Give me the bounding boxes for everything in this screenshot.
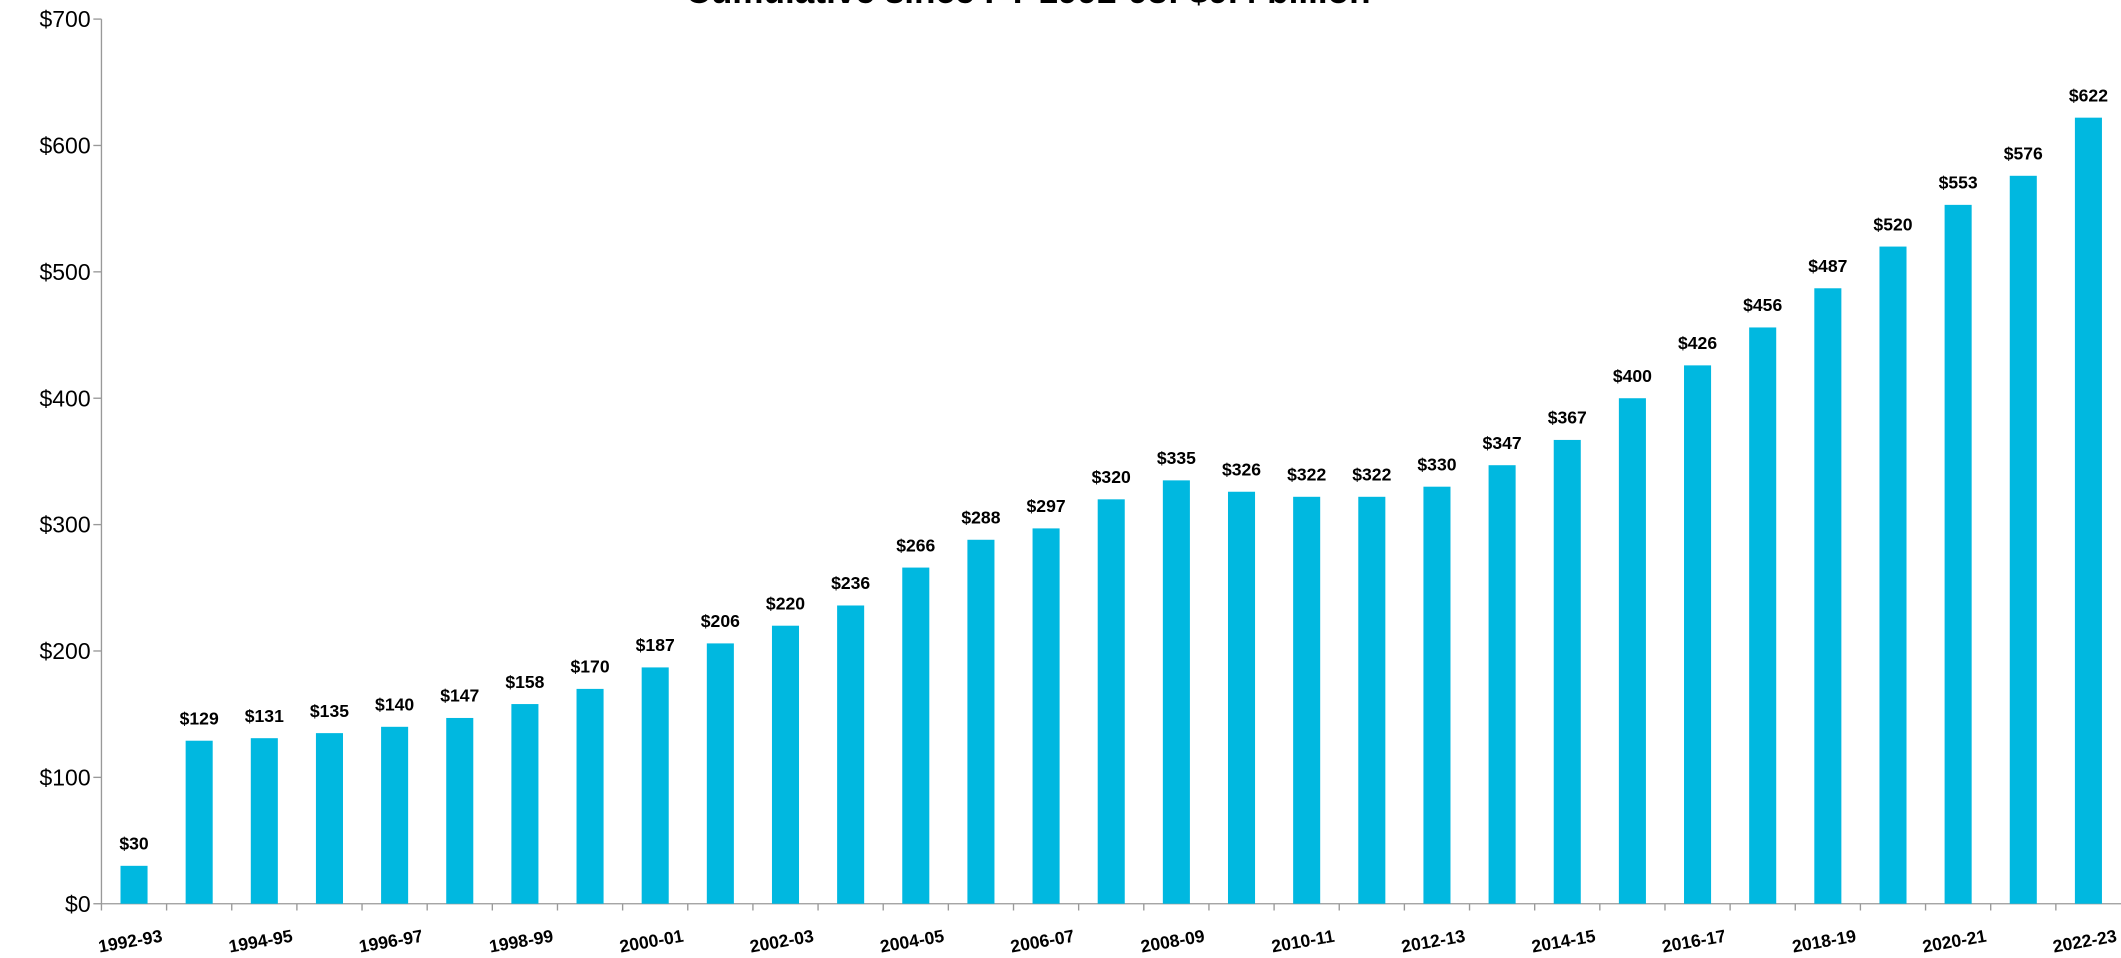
value-label: $236 [831,573,870,593]
value-label: $140 [375,695,414,715]
value-label: $320 [1092,467,1131,487]
x-tick-label: 2004-05 [879,926,946,957]
x-tick-label: 2014-15 [1530,926,1597,957]
y-tick-label: $400 [39,385,90,411]
value-label: $135 [310,701,349,721]
value-label: $326 [1222,460,1261,480]
value-label: $266 [896,535,935,555]
value-label: $553 [1939,173,1978,193]
value-label: $426 [1678,333,1717,353]
bar [837,605,865,904]
bar [381,726,409,904]
x-tick-label: 2022-23 [2051,926,2118,957]
value-label: $30 [119,834,149,854]
x-tick-label: 1998-99 [488,926,555,957]
bar [641,667,669,904]
value-label: $367 [1548,408,1587,428]
bar [1879,246,1907,904]
bar [1358,496,1386,904]
bar [902,567,930,904]
value-label: $206 [701,611,740,631]
y-tick-label: $700 [39,6,90,32]
bar [1814,288,1842,904]
bar [1293,496,1321,904]
y-tick-label: $0 [65,891,91,917]
x-tick-label: 1992-93 [97,926,164,957]
x-tick-label: 2000-01 [618,926,685,957]
x-tick-label: 2006-07 [1009,926,1076,957]
x-tick-label: 2018-19 [1791,926,1858,957]
bar [1684,365,1712,904]
bar [576,688,604,904]
x-tick-label: 2012-13 [1400,926,1467,957]
bar [2074,117,2102,904]
y-tick-label: $200 [39,638,90,664]
value-label: $288 [961,508,1000,528]
bar [250,738,278,904]
y-tick-label: $300 [39,512,90,538]
bar [1553,439,1581,904]
bar [315,733,343,904]
bar [967,539,995,904]
bar [1097,499,1125,904]
bar [1749,327,1777,904]
value-label: $170 [570,657,609,677]
value-label: $622 [2069,85,2108,105]
x-tick-label: 2016-17 [1660,926,1727,957]
x-tick-label: 1994-95 [227,926,294,957]
bar [185,740,213,904]
value-label: $520 [1873,214,1912,234]
value-label: $330 [1417,454,1456,474]
bar [706,643,734,904]
value-label: $220 [766,593,805,613]
value-label: $335 [1157,448,1196,468]
y-tick-label: $100 [39,764,90,790]
bar [1618,398,1646,904]
chart-title: Cumulative since FY 1992-93: $9.4 billio… [685,0,1370,11]
bar [2009,175,2037,904]
bar [511,704,539,904]
bar [446,717,474,904]
y-tick-label: $500 [39,259,90,285]
value-label: $322 [1287,465,1326,485]
value-label: $487 [1808,256,1847,276]
x-tick-label: 2010-11 [1270,926,1336,957]
value-label: $187 [636,635,675,655]
value-label: $576 [2004,144,2043,164]
value-label: $147 [440,686,479,706]
y-tick-label: $600 [39,133,90,159]
bar [771,625,800,904]
value-label: $297 [1027,496,1066,516]
bar [120,865,148,904]
value-label: $456 [1743,295,1782,315]
bar [1488,465,1516,904]
value-label: $322 [1352,465,1391,485]
value-label: $347 [1483,433,1522,453]
value-label: $158 [505,672,544,692]
x-tick-label: 2002-03 [748,926,815,957]
bar [1944,204,1972,904]
value-label: $400 [1613,366,1652,386]
bar [1227,491,1256,904]
x-tick-label: 2020-21 [1921,926,1988,957]
value-label: $131 [245,706,284,726]
value-label: $129 [180,708,219,728]
bar [1162,480,1190,904]
bar [1423,486,1451,904]
bar [1032,528,1060,904]
x-tick-label: 2008-09 [1139,926,1206,957]
x-tick-label: 1996-97 [357,926,424,957]
